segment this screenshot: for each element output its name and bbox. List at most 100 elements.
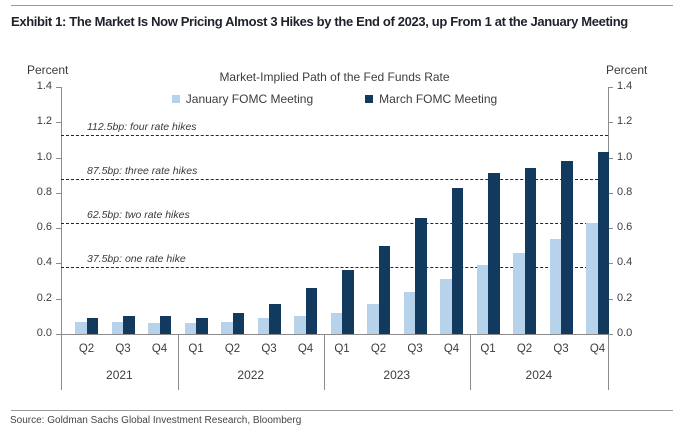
y-axis-line-left <box>61 87 62 334</box>
bar-march-fomc <box>159 316 171 334</box>
legend-label-january: January FOMC Meeting <box>185 92 314 106</box>
bottom-rule <box>11 410 673 411</box>
bar-january-fomc <box>586 222 598 334</box>
year-separator <box>61 334 62 390</box>
x-axis-quarter-label: Q2 <box>78 343 95 355</box>
bar-january-fomc <box>111 321 123 334</box>
y-axis-tick-right <box>608 192 613 194</box>
year-separator <box>323 334 325 390</box>
x-axis-year-label: 2023 <box>383 368 411 382</box>
y-axis-tick-label-left: 0.4 <box>36 256 52 269</box>
year-separator <box>469 334 471 390</box>
x-axis-quarter-label: Q2 <box>370 343 387 355</box>
chart-title: Market-Implied Path of the Fed Funds Rat… <box>219 70 450 84</box>
bar-january-fomc <box>513 252 525 334</box>
x-axis-quarter-label: Q4 <box>443 343 460 355</box>
x-axis-quarter-label: Q2 <box>516 343 533 355</box>
bar-january-fomc <box>257 318 269 334</box>
legend-label-march: March FOMC Meeting <box>379 92 498 106</box>
y-axis-tick-left <box>56 87 61 88</box>
y-axis-tick-label-right: 0.0 <box>617 327 633 339</box>
x-axis-year-label: 2022 <box>237 368 265 382</box>
y-axis-tick-left <box>56 228 61 230</box>
y-axis-tick-label-left: 1.2 <box>36 115 52 128</box>
bar-march-fomc <box>524 168 536 334</box>
bar-march-fomc <box>488 173 500 334</box>
legend-item-march: March FOMC Meeting <box>365 92 497 106</box>
bar-march-fomc <box>378 245 390 334</box>
bar-march-fomc <box>561 161 573 334</box>
bar-march-fomc <box>123 316 135 334</box>
y-axis-tick-label-left: 0.2 <box>36 291 52 304</box>
bar-march-fomc <box>342 270 354 334</box>
y-axis-tick-right <box>608 157 613 159</box>
x-axis-quarter-label: Q4 <box>151 343 168 355</box>
bar-march-fomc <box>597 152 609 334</box>
y-axis-tick-label-right: 1.0 <box>617 150 633 163</box>
y-axis-tick-label-right: 1.2 <box>617 115 633 128</box>
x-axis-quarter-label: Q3 <box>553 343 569 355</box>
x-axis-quarter-label: Q1 <box>334 343 350 355</box>
bar-march-fomc <box>86 318 98 334</box>
y-axis-unit-label-right: Percent <box>606 63 648 77</box>
bar-march-fomc <box>269 304 281 334</box>
y-axis-tick-label-right: 0.2 <box>617 291 633 304</box>
reference-line <box>61 178 608 180</box>
reference-line-label: 37.5bp: one rate hike <box>87 252 186 265</box>
bar-march-fomc <box>232 312 244 334</box>
reference-line-label: 112.5bp: four rate hikes <box>87 120 197 133</box>
legend-swatch-january-icon <box>171 95 180 103</box>
x-axis-quarter-label: Q4 <box>589 343 606 355</box>
year-separator <box>608 334 609 390</box>
legend-item-january: January FOMC Meeting <box>171 92 314 106</box>
y-axis-tick-label-left: 0.0 <box>36 327 52 339</box>
bar-january-fomc <box>221 321 233 334</box>
bar-january-fomc <box>330 312 342 334</box>
y-axis-tick-left <box>56 192 61 194</box>
x-axis-quarter-label: Q1 <box>188 343 204 355</box>
x-axis-line <box>61 334 608 335</box>
bar-january-fomc <box>440 279 452 334</box>
y-axis-tick-label-left: 0.8 <box>36 185 52 198</box>
reference-line <box>61 222 608 224</box>
y-axis-tick-right <box>608 228 613 230</box>
y-axis-tick-right <box>608 122 613 124</box>
y-axis-tick-left <box>56 334 61 335</box>
x-axis-year-label: 2024 <box>525 368 553 382</box>
year-separator <box>177 334 179 390</box>
bar-march-fomc <box>451 187 463 334</box>
source-note: Source: Goldman Sachs Global Investment … <box>10 415 302 426</box>
x-axis-quarter-label: Q4 <box>297 343 314 355</box>
x-axis-quarter-label: Q1 <box>480 343 496 355</box>
x-axis-year-label: 2021 <box>106 368 133 382</box>
bar-january-fomc <box>75 321 87 334</box>
y-axis-tick-right <box>608 87 613 88</box>
x-axis-quarter-label: Q3 <box>261 343 277 355</box>
bar-january-fomc <box>184 323 196 334</box>
y-axis-tick-label-left: 1.0 <box>36 150 52 163</box>
bar-january-fomc <box>549 238 561 334</box>
bar-march-fomc <box>196 318 208 334</box>
y-axis-tick-label-right: 0.4 <box>617 256 633 269</box>
top-rule <box>11 5 673 6</box>
exhibit-title: Exhibit 1: The Market Is Now Pricing Alm… <box>11 14 628 29</box>
y-axis-tick-label-left: 0.6 <box>36 221 52 234</box>
reference-line <box>61 134 608 136</box>
y-axis-tick-right <box>608 263 613 265</box>
reference-line-label: 87.5bp: three rate hikes <box>87 164 198 177</box>
reference-line-label: 62.5bp: two rate hikes <box>87 208 190 221</box>
y-axis-unit-label-left: Percent <box>27 63 69 77</box>
bar-march-fomc <box>305 288 317 334</box>
y-axis-tick-label-right: 1.4 <box>617 80 633 92</box>
y-axis-tick-label-right: 0.6 <box>617 221 633 234</box>
bar-january-fomc <box>476 265 488 334</box>
y-axis-tick-right <box>608 298 613 300</box>
bar-january-fomc <box>294 316 306 334</box>
x-axis-quarter-label: Q3 <box>115 343 131 355</box>
y-axis-tick-left <box>56 298 61 300</box>
reference-line <box>61 266 608 268</box>
y-axis-tick-left <box>56 122 61 124</box>
y-axis-tick-left <box>56 157 61 159</box>
